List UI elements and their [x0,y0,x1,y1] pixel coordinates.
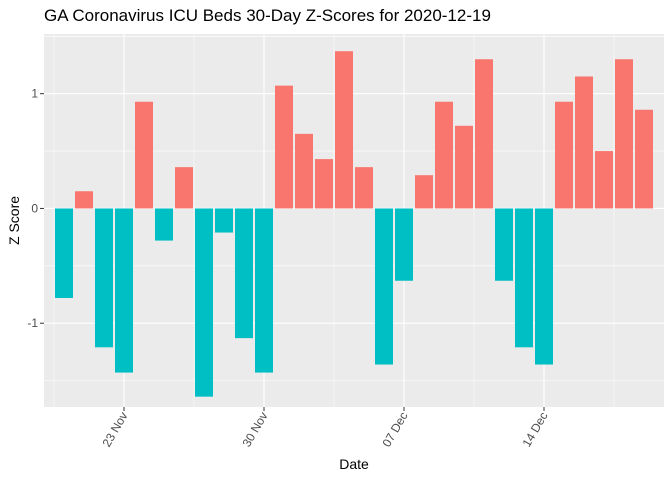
bar [335,51,353,209]
chart-title: GA Coronavirus ICU Beds 30-Day Z-Scores … [44,6,491,25]
bar [635,109,653,209]
x-tick-label: 30 Nov [239,410,270,450]
x-tick-label: 14 Dec [519,410,550,450]
bar [595,151,613,209]
bar [115,208,133,373]
bar [295,133,313,209]
bar [135,101,153,209]
y-tick-label: -1 [27,316,38,330]
plot-panel [44,34,664,407]
x-tick-label: 23 Nov [99,410,130,450]
bar [95,208,113,348]
bar [455,125,473,209]
bar [315,159,333,209]
x-tick-label: 07 Dec [379,410,410,450]
bar [235,208,253,339]
bar [75,191,93,209]
x-axis-ticks: 23 Nov 30 Nov 07 Dec 14 Dec [99,407,551,450]
bar [495,208,513,281]
bar [55,208,73,298]
bar [515,208,533,348]
bar [215,208,233,233]
bar [475,59,493,209]
bar [415,175,433,209]
bar [275,85,293,209]
y-tick-label: 0 [31,201,38,215]
bar [535,208,553,365]
bar [615,59,633,209]
bar [395,208,413,281]
bar [255,208,273,373]
bar [175,167,193,209]
bar [435,101,453,209]
bar [575,76,593,209]
bars [55,51,653,397]
y-tick-label: 1 [31,87,38,101]
y-axis-label: Z Score [6,196,22,245]
bar [375,208,393,365]
bar [555,101,573,209]
bar [195,208,213,397]
x-axis-label: Date [339,456,369,472]
bar [355,167,373,209]
bar [155,208,173,241]
y-axis-ticks: -1 0 1 [27,87,44,330]
